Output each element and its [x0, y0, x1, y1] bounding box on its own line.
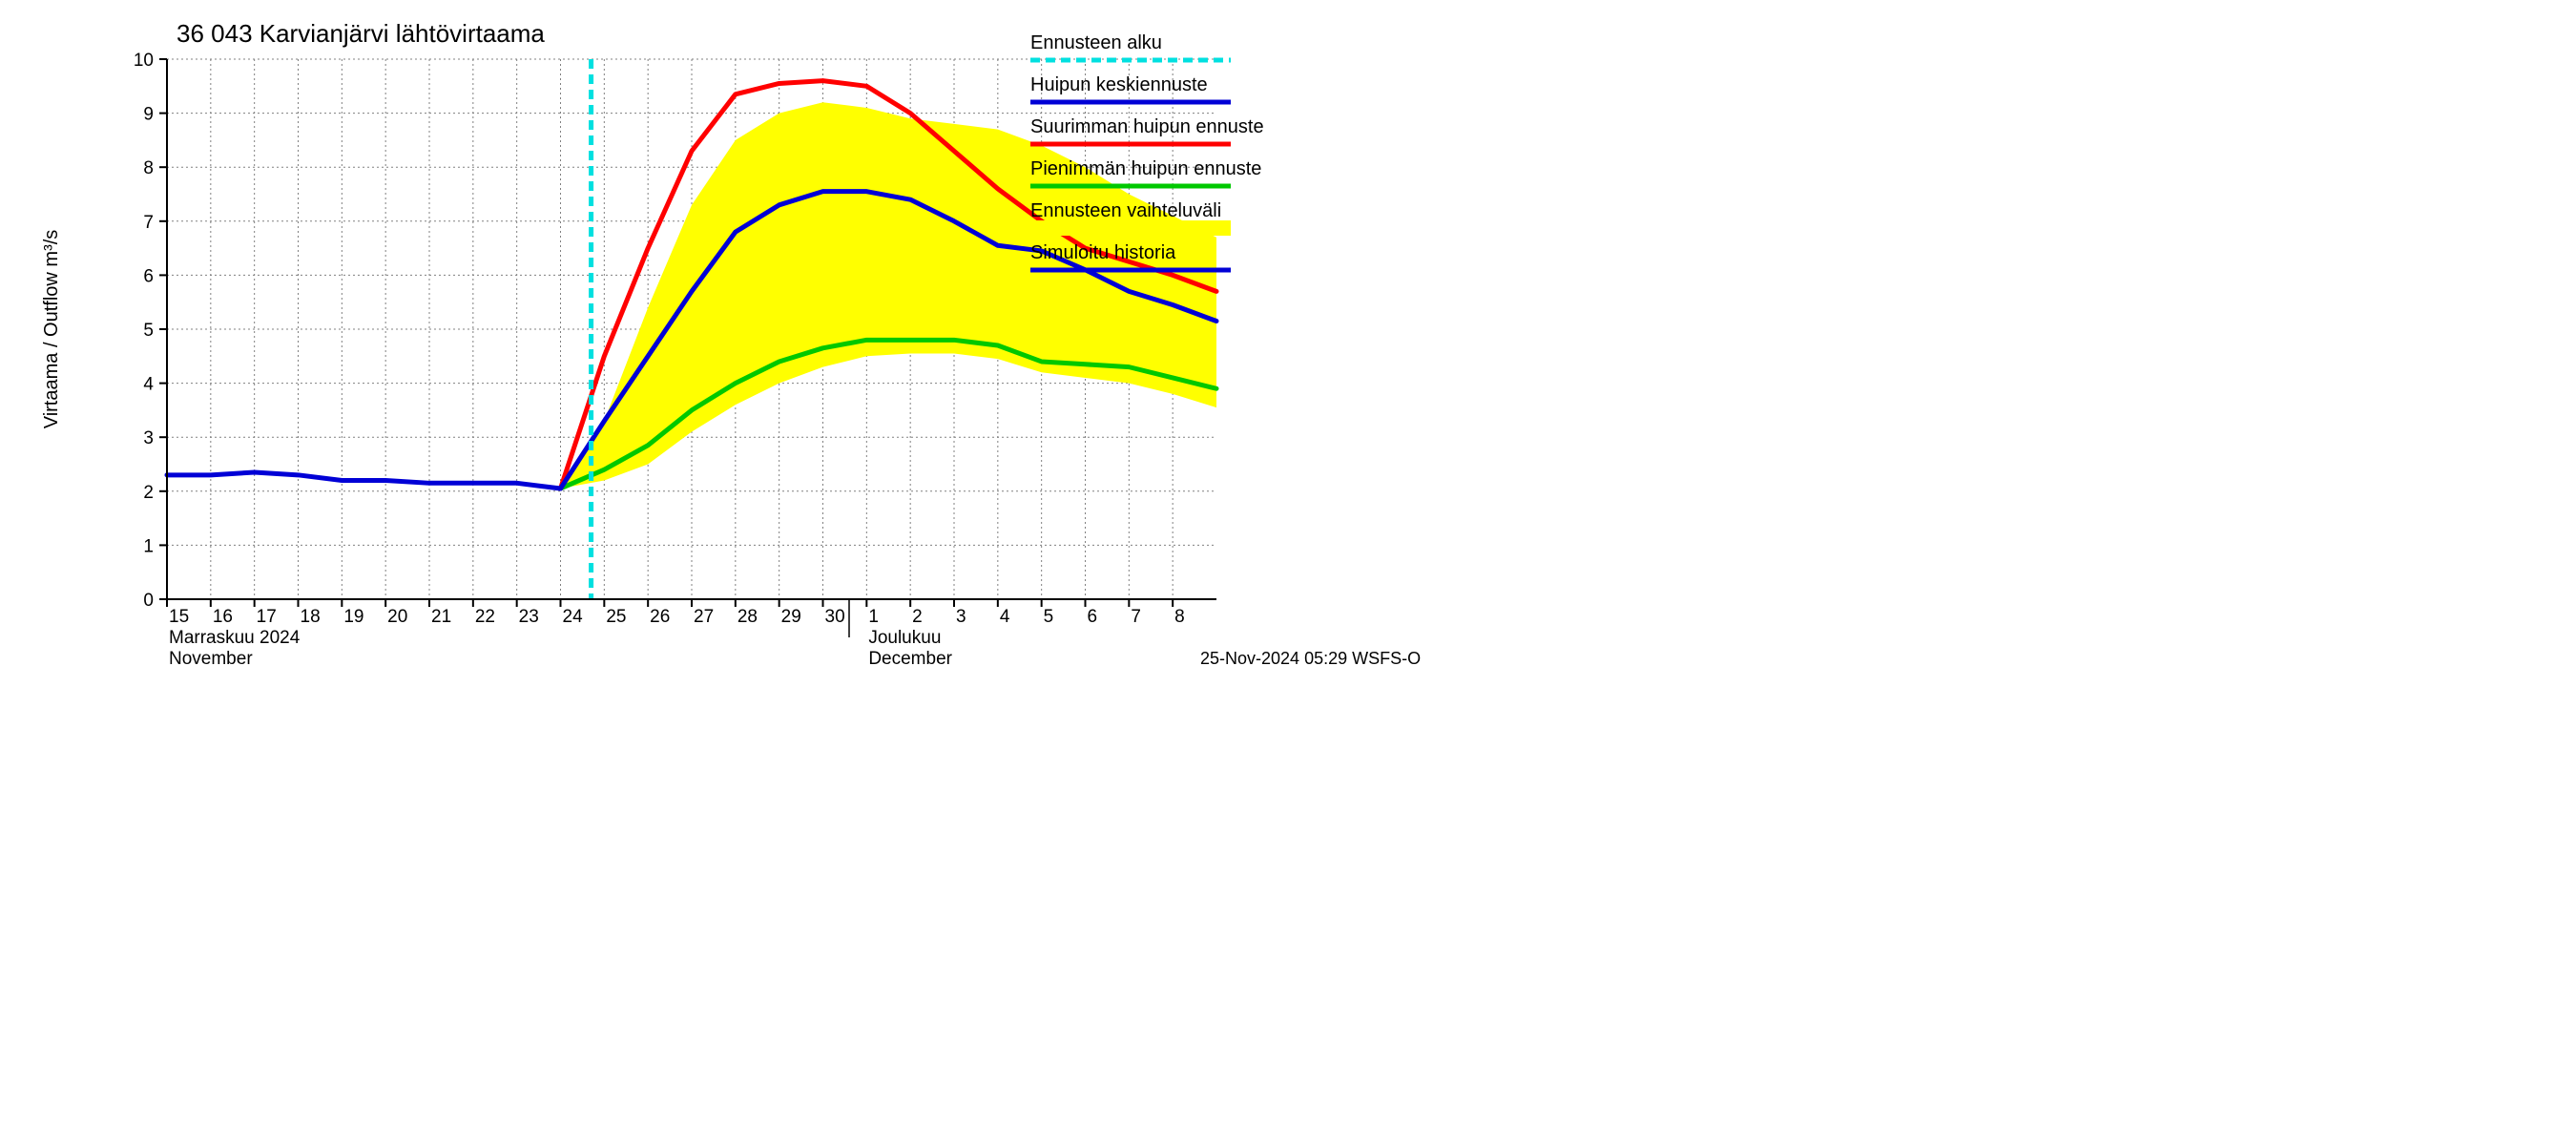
legend-label: Simuloitu historia: [1030, 242, 1176, 263]
x-tick-label: 16: [213, 607, 233, 627]
x-tick-label: 2: [912, 607, 923, 627]
x-tick-label: 30: [825, 607, 845, 627]
x-tick-label: 1: [868, 607, 879, 627]
month-label-2: November: [169, 649, 253, 668]
x-tick-label: 15: [169, 607, 189, 627]
footer-timestamp: 25-Nov-2024 05:29 WSFS-O: [1200, 649, 1421, 668]
x-tick-label: 3: [956, 607, 966, 627]
x-tick-label: 5: [1044, 607, 1054, 627]
x-tick-label: 22: [475, 607, 495, 627]
y-tick-label: 5: [143, 321, 154, 341]
month-label-1: Marraskuu 2024: [169, 628, 301, 648]
x-tick-label: 6: [1088, 607, 1098, 627]
legend-swatch-band: [1030, 220, 1231, 236]
month-label-1: Joulukuu: [868, 628, 941, 648]
chart-title: 36 043 Karvianjärvi lähtövirtaama: [177, 19, 545, 48]
x-tick-label: 26: [650, 607, 670, 627]
x-tick-label: 17: [257, 607, 277, 627]
chart-container: 0123456789101516171819202122232425262728…: [0, 0, 1431, 668]
y-tick-label: 0: [143, 591, 154, 611]
y-tick-label: 2: [143, 483, 154, 503]
y-tick-label: 3: [143, 428, 154, 448]
y-axis-label: Virtaama / Outflow m³/s: [41, 230, 62, 429]
legend-label: Ennusteen alku: [1030, 32, 1162, 53]
x-tick-label: 29: [781, 607, 801, 627]
y-tick-label: 6: [143, 266, 154, 286]
y-tick-label: 8: [143, 158, 154, 178]
x-tick-label: 19: [343, 607, 364, 627]
legend-label: Pienimmän huipun ennuste: [1030, 158, 1261, 179]
y-tick-label: 1: [143, 536, 154, 556]
legend-label: Suurimman huipun ennuste: [1030, 116, 1264, 137]
x-tick-label: 18: [301, 607, 321, 627]
legend-label: Ennusteen vaihteluväli: [1030, 200, 1221, 221]
x-tick-label: 27: [694, 607, 714, 627]
x-tick-label: 24: [563, 607, 584, 627]
x-tick-label: 20: [387, 607, 407, 627]
month-label-2: December: [868, 649, 952, 668]
x-tick-label: 8: [1174, 607, 1185, 627]
y-tick-label: 7: [143, 213, 154, 233]
x-tick-label: 28: [737, 607, 758, 627]
y-tick-label: 4: [143, 375, 154, 395]
x-tick-label: 23: [519, 607, 539, 627]
x-tick-label: 7: [1131, 607, 1141, 627]
x-tick-label: 21: [431, 607, 451, 627]
y-tick-label: 9: [143, 105, 154, 125]
x-tick-label: 4: [1000, 607, 1010, 627]
chart-svg: 0123456789101516171819202122232425262728…: [0, 0, 1431, 668]
y-tick-label: 10: [134, 51, 154, 71]
legend-label: Huipun keskiennuste: [1030, 74, 1208, 95]
x-tick-label: 25: [606, 607, 626, 627]
